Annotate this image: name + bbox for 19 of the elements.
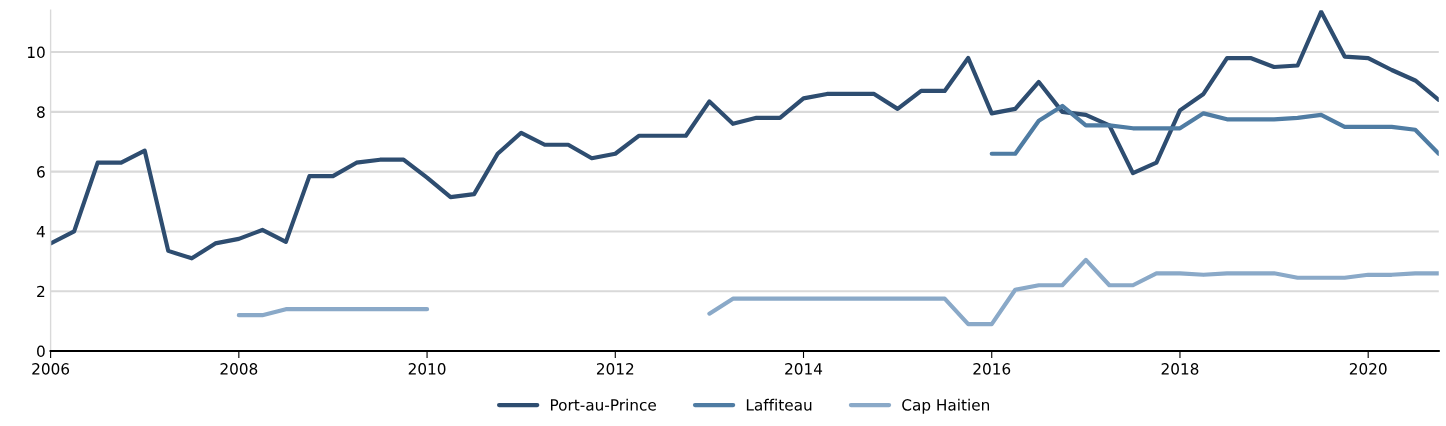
legend-label: Laffiteau [746, 398, 812, 411]
legend-label: Cap Haitien [902, 398, 990, 414]
y-tick-label: 4 [36, 226, 45, 238]
x-tick-label: 2012 [596, 363, 634, 375]
line-series [50, 10, 1439, 261]
y-tick-label: 10 [27, 46, 45, 59]
legend-label: Port-au-Prince [550, 398, 656, 411]
y-tick-label: 0 [37, 345, 45, 358]
y-tick-label: 8 [37, 106, 45, 118]
y-tick-label: 2 [37, 285, 45, 298]
x-tick-label: 2014 [785, 363, 823, 375]
x-tick-label: 2010 [408, 363, 446, 375]
x-tick-label: 2020 [1349, 363, 1387, 375]
y-tick-label: 6 [37, 166, 45, 178]
x-tick-label: 2016 [973, 363, 1011, 375]
x-tick-label: 2008 [220, 363, 258, 375]
x-tick-label: 2018 [1161, 363, 1199, 375]
line-series [989, 103, 1439, 156]
x-tick-label: 2006 [32, 363, 70, 375]
